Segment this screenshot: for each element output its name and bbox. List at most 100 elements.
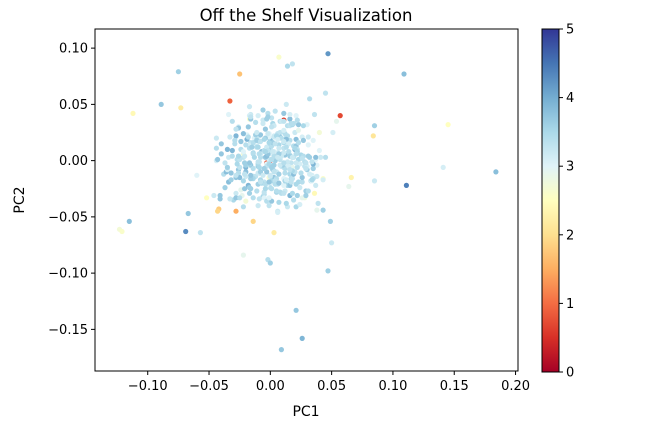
data-point <box>224 164 230 170</box>
data-point <box>293 181 299 187</box>
data-point <box>233 133 239 139</box>
data-point <box>250 195 256 201</box>
data-point <box>318 154 324 160</box>
data-point <box>313 182 319 188</box>
data-point <box>300 137 306 143</box>
data-point <box>226 111 232 118</box>
data-point <box>401 71 407 77</box>
data-point <box>261 165 267 172</box>
data-point <box>276 199 282 205</box>
data-point <box>262 186 268 192</box>
data-point <box>227 98 233 104</box>
colorbar-tick-label: 2 <box>566 228 574 243</box>
data-point <box>245 134 251 140</box>
data-point <box>250 165 256 172</box>
data-point <box>325 51 331 57</box>
data-point <box>275 154 281 160</box>
data-point <box>233 195 239 201</box>
data-point <box>297 185 303 191</box>
data-point <box>278 347 284 353</box>
y-axis: 0.10 0.05 0.00 −0.05 −0.10 −0.15 <box>48 42 95 338</box>
data-point <box>316 129 322 136</box>
colorbar-tick-label: 1 <box>566 297 574 312</box>
data-point <box>242 160 248 166</box>
data-point <box>272 141 278 147</box>
data-point <box>298 170 304 176</box>
data-point <box>228 170 234 176</box>
data-point <box>289 154 295 160</box>
data-point <box>178 105 184 111</box>
data-point <box>227 196 233 202</box>
data-point <box>194 172 200 178</box>
data-point <box>269 156 275 163</box>
data-point <box>248 114 254 120</box>
data-point <box>289 61 295 67</box>
data-point <box>265 131 271 137</box>
colorbar-tick-label: 5 <box>566 23 574 38</box>
y-tick-label: −0.05 <box>48 210 88 225</box>
data-point <box>197 230 203 236</box>
data-point <box>309 177 315 183</box>
data-point <box>346 183 352 190</box>
data-point <box>295 122 302 128</box>
data-point <box>287 167 293 173</box>
data-point <box>240 252 246 258</box>
data-point <box>299 174 305 181</box>
data-point <box>254 129 260 136</box>
data-point <box>185 210 191 217</box>
data-point <box>267 260 273 266</box>
x-tick-label: 0.00 <box>256 379 285 394</box>
data-point <box>245 124 251 130</box>
data-point <box>267 172 273 178</box>
data-point <box>271 169 277 175</box>
data-point <box>235 153 242 159</box>
data-point <box>305 142 311 148</box>
data-point <box>292 145 298 151</box>
data-point <box>307 171 313 177</box>
data-point <box>283 177 289 183</box>
x-axis: −0.10 −0.05 0.00 0.05 0.10 0.15 0.20 <box>128 371 530 394</box>
data-point <box>255 113 261 119</box>
data-point <box>271 162 277 168</box>
data-point <box>243 198 249 204</box>
data-point <box>256 151 262 157</box>
data-point <box>281 127 287 133</box>
data-point <box>242 171 248 177</box>
colorbar <box>541 28 560 373</box>
data-point <box>240 131 246 137</box>
data-point <box>272 108 278 114</box>
data-point <box>289 190 295 196</box>
data-point <box>320 177 326 183</box>
data-point <box>215 156 221 163</box>
data-point <box>213 145 219 151</box>
data-point <box>293 160 299 166</box>
data-point <box>242 153 248 159</box>
data-point <box>445 122 451 128</box>
data-point <box>282 170 288 176</box>
data-point <box>284 63 291 69</box>
data-point <box>260 120 266 127</box>
data-point <box>257 179 264 185</box>
data-point <box>329 240 335 246</box>
data-point <box>276 54 282 60</box>
colorbar-tick-label: 3 <box>566 160 574 175</box>
data-point <box>286 149 292 155</box>
data-point <box>233 172 239 178</box>
data-point <box>183 228 189 235</box>
data-point <box>228 177 234 183</box>
data-point <box>256 159 262 165</box>
data-point <box>303 165 309 172</box>
data-point <box>294 164 300 170</box>
data-point <box>307 96 313 102</box>
data-points <box>116 51 499 353</box>
data-point <box>233 126 239 132</box>
data-point <box>265 114 271 120</box>
data-point <box>275 136 281 142</box>
data-point <box>175 69 181 75</box>
data-point <box>281 160 287 166</box>
data-point <box>270 149 276 155</box>
plot-frame <box>94 28 519 372</box>
data-point <box>256 164 262 170</box>
data-point <box>255 144 261 150</box>
data-point <box>246 160 253 166</box>
